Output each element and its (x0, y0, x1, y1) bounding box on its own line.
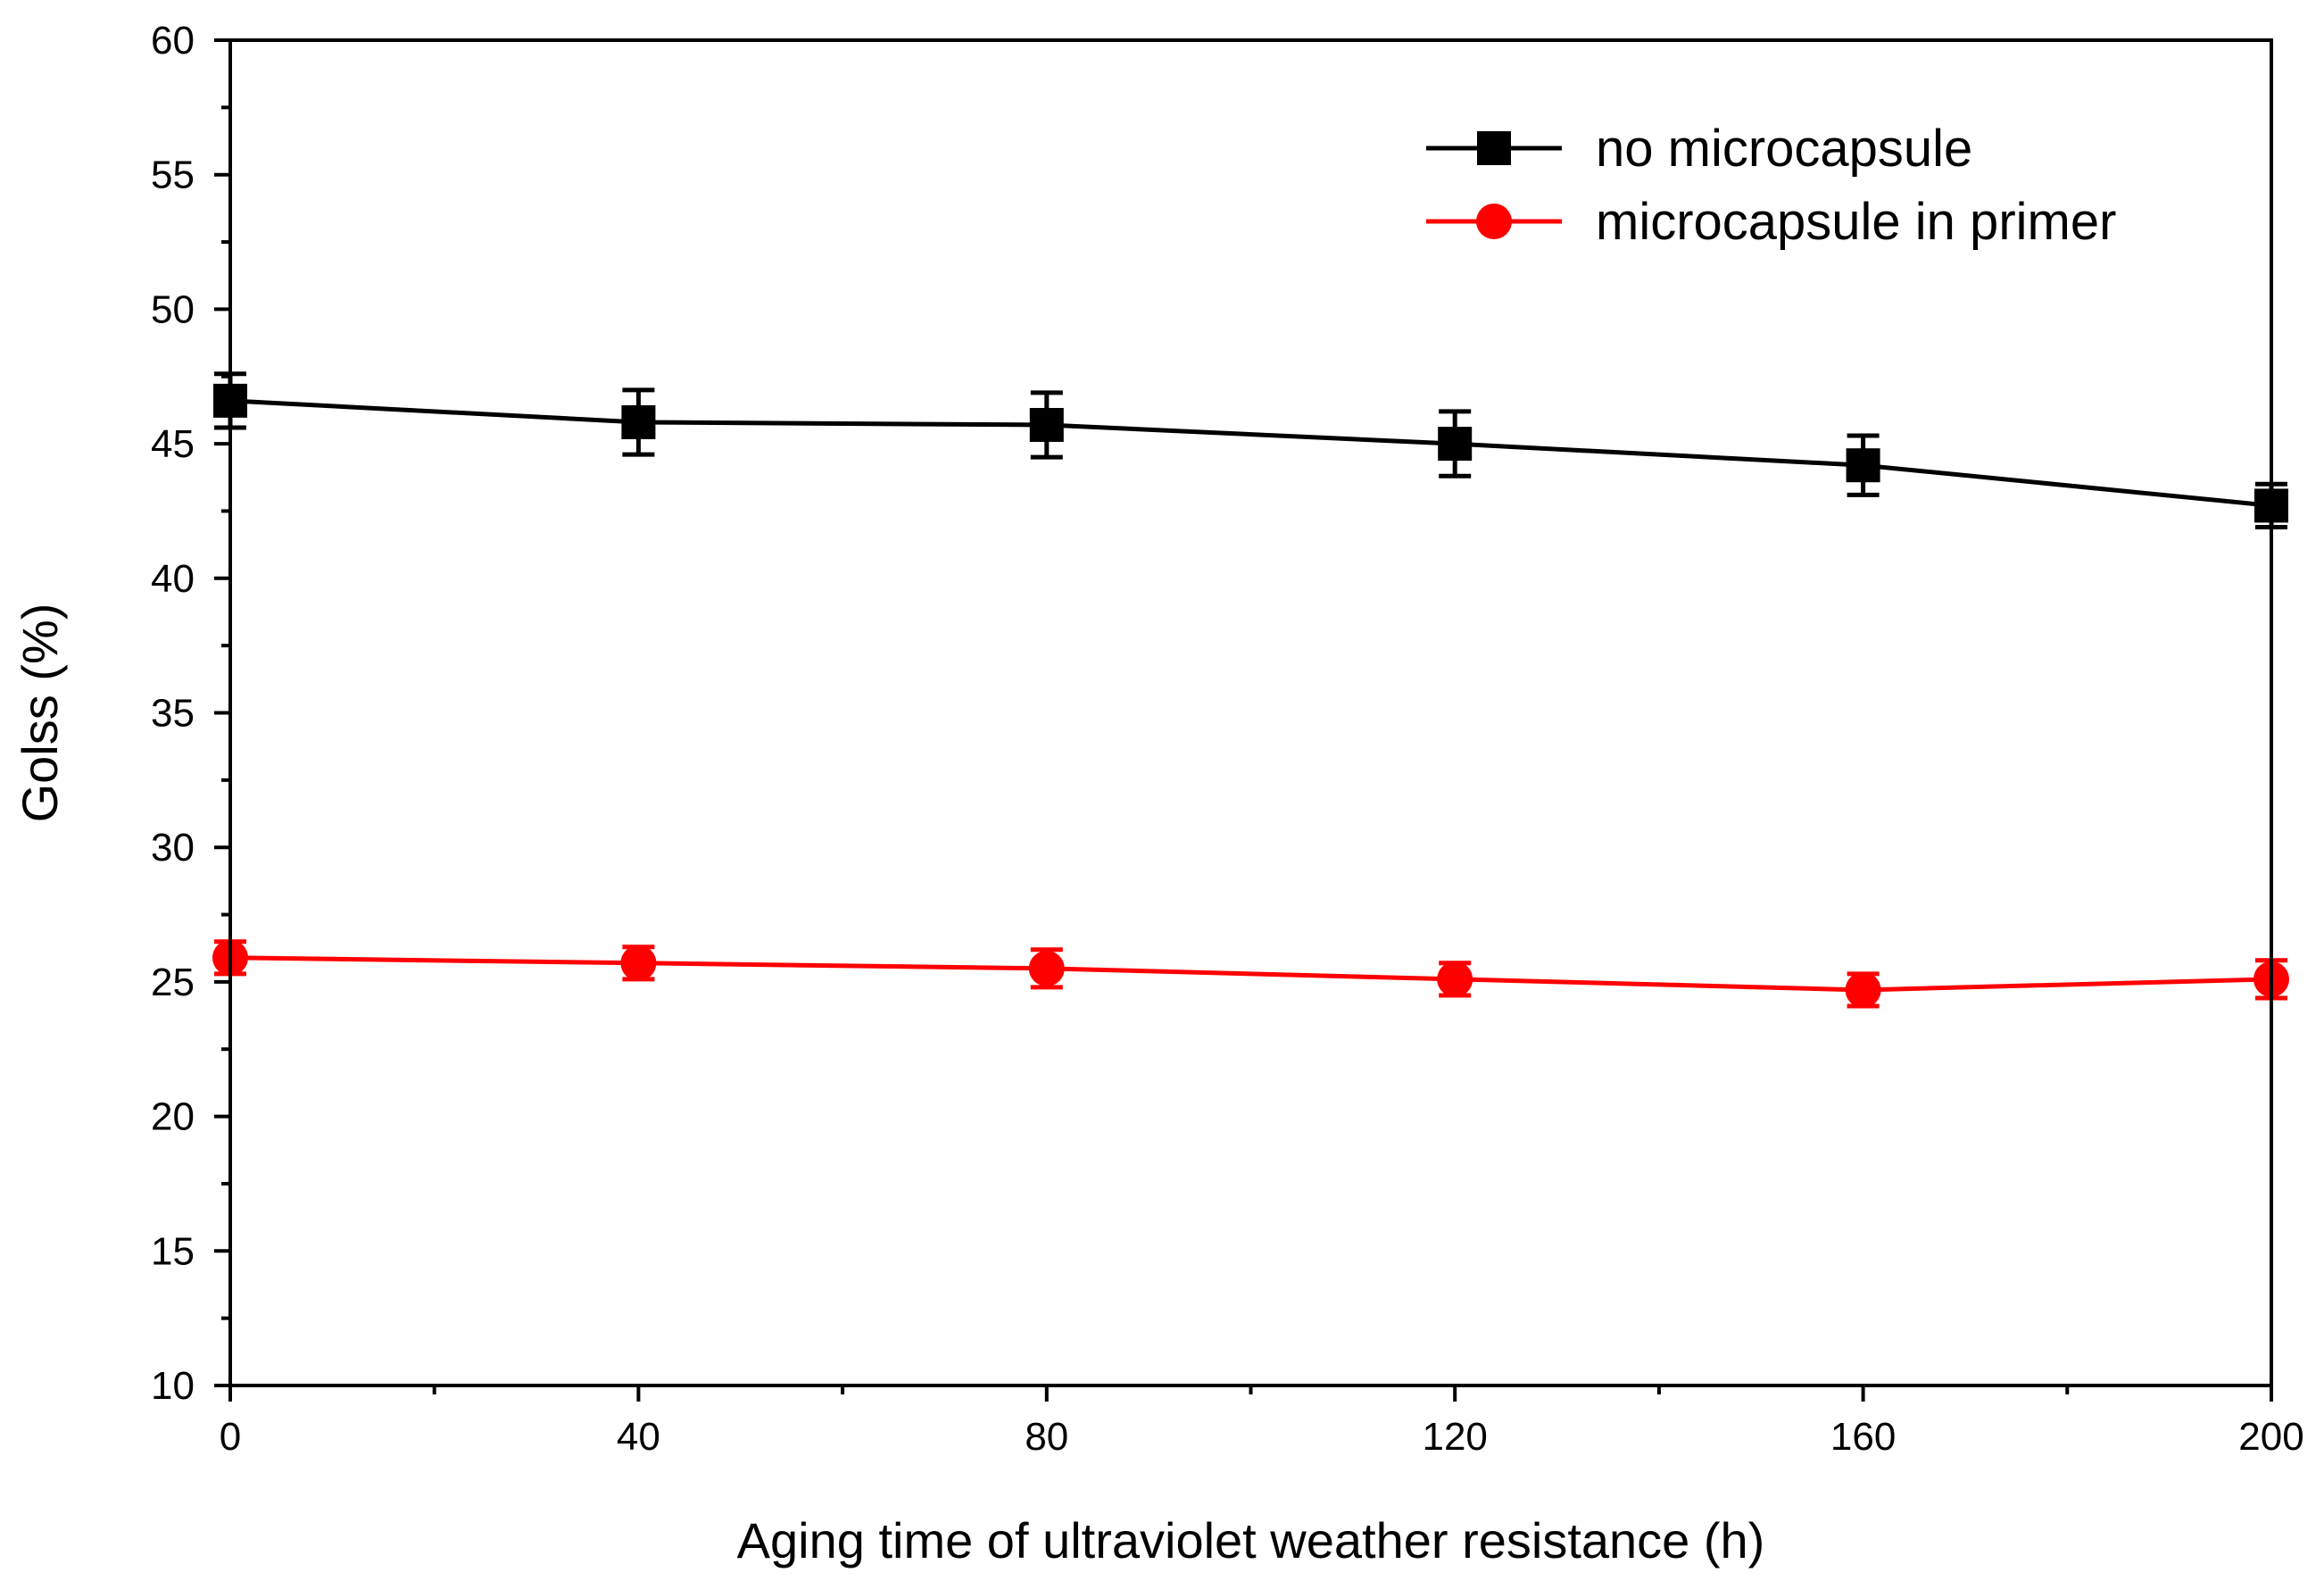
y-tick-label: 25 (151, 961, 195, 1004)
x-tick-label: 80 (1025, 1415, 1068, 1459)
y-tick-label: 55 (151, 154, 195, 197)
y-tick-label: 45 (151, 422, 195, 466)
y-tick-label: 30 (151, 826, 195, 870)
x-tick-label: 120 (1422, 1415, 1487, 1459)
data-point (1845, 971, 1881, 1008)
data-point (1846, 448, 1880, 483)
x-tick-label: 40 (617, 1415, 660, 1459)
x-tick-label: 160 (1830, 1415, 1896, 1459)
legend-label: no microcapsule (1596, 120, 1972, 178)
x-tick-label: 200 (2238, 1415, 2303, 1459)
legend-label: microcapsule in primer (1596, 193, 2116, 251)
legend-item-2: microcapsule in primer (1426, 193, 2116, 251)
data-point (1438, 427, 1473, 462)
series-2 (212, 939, 2289, 1009)
y-axis-title: Golss (%) (12, 603, 68, 823)
legend-item-1: no microcapsule (1426, 120, 1972, 178)
data-point (1028, 950, 1065, 986)
series-1 (213, 371, 2288, 530)
y-axis-ticks: 10 15 20 25 30 35 40 45 50 55 60 (151, 19, 230, 1408)
series-layer (212, 371, 2289, 1009)
y-tick-label: 15 (151, 1229, 195, 1273)
y-tick-label: 60 (151, 19, 195, 62)
series-line (229, 398, 2272, 508)
x-tick-label: 0 (220, 1415, 241, 1459)
data-point (621, 404, 656, 439)
data-point (1029, 408, 1064, 443)
y-tick-label: 35 (151, 692, 195, 736)
legend-marker (1476, 204, 1512, 239)
y-tick-label: 50 (151, 287, 195, 331)
legend-marker (1477, 131, 1511, 165)
x-axis-title: Aging time of ultraviolet weather resist… (737, 1512, 1765, 1569)
y-tick-label: 10 (151, 1364, 195, 1408)
series-line (229, 955, 2272, 993)
y-tick-label: 20 (151, 1095, 195, 1139)
data-point (1437, 961, 1473, 997)
legend: no microcapsule microcapsule in primer (1426, 120, 2116, 251)
data-point (620, 944, 657, 981)
y-tick-label: 40 (151, 557, 195, 601)
plot-frame (228, 38, 2273, 1387)
x-axis-ticks: 0 40 80 120 160 200 (220, 1385, 2304, 1459)
